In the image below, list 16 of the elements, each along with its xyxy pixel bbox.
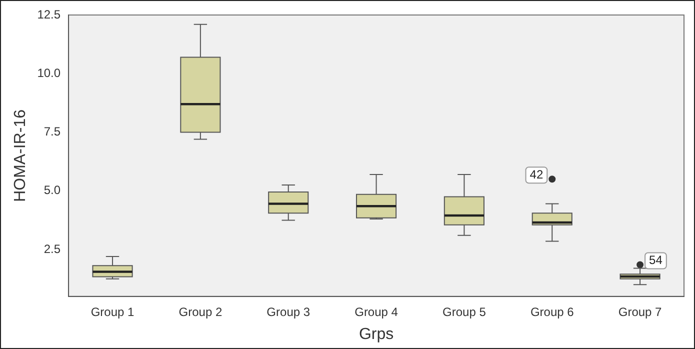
x-tick-label: Group 5 xyxy=(442,304,486,319)
y-axis-title: HOMA-IR-16 xyxy=(12,109,30,202)
x-tick-label: Group 3 xyxy=(266,304,310,319)
x-tick-label: Group 4 xyxy=(354,304,398,319)
y-tick-label: 2.5 xyxy=(44,242,61,256)
x-axis-title: Grps xyxy=(358,326,394,343)
annotation: 42 xyxy=(530,167,544,182)
y-tick-label: 12.5 xyxy=(37,7,61,22)
x-tick-label: Group 7 xyxy=(618,304,662,319)
x-tick-label: Group 6 xyxy=(530,304,574,319)
y-tick-label: 10.0 xyxy=(37,66,61,80)
x-tick-label: Group 1 xyxy=(90,304,135,319)
y-tick-label: 7.5 xyxy=(44,124,61,139)
y-tick-label: 5.0 xyxy=(44,183,61,198)
annotation: 54 xyxy=(649,253,663,268)
x-tick-label: Group 2 xyxy=(178,304,222,319)
